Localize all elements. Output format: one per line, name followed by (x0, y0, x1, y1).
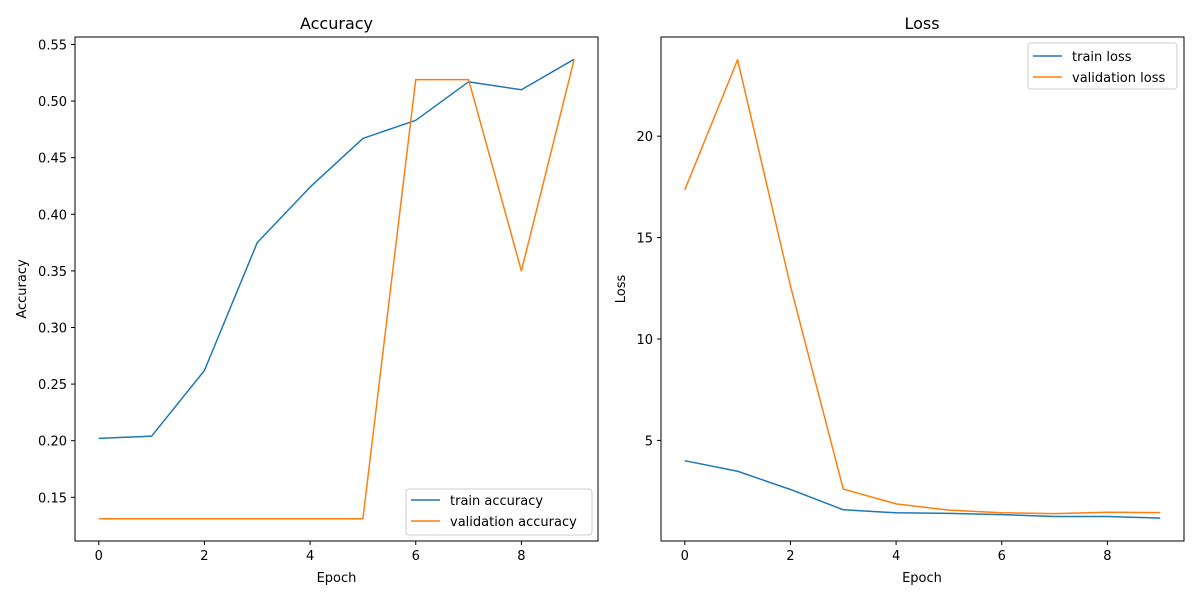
accuracy-x-tick-label-2: 2 (200, 549, 208, 564)
loss-legend-label-train: train loss (1072, 50, 1132, 65)
loss-plot-frame (660, 36, 1185, 542)
loss-chart: Loss Epoch Loss 0 2 4 6 8 5 10 15 20 train loss … (614, 14, 1185, 586)
accuracy-y-tick-label-7: 0.50 (38, 95, 67, 110)
accuracy-y-tick-label-1: 0.20 (38, 435, 67, 450)
loss-y-tick-label-2: 15 (636, 232, 653, 247)
loss-series-line-validation-loss (684, 58, 1161, 515)
loss-x-tick-label-4: 4 (892, 549, 900, 564)
accuracy-y-tick-label-5: 0.40 (38, 208, 67, 223)
loss-x-tick-label-0: 0 (681, 549, 689, 564)
accuracy-plot-frame (74, 36, 599, 542)
loss-y-axis-label: Loss (614, 275, 629, 304)
accuracy-y-tick-label-2: 0.25 (38, 378, 67, 393)
accuracy-legend-label-validation: validation accuracy (450, 515, 577, 530)
loss-y-tick-label-1: 10 (636, 333, 653, 348)
accuracy-legend: train accuracy validation accuracy (405, 488, 593, 536)
loss-legend-box (1027, 42, 1178, 90)
loss-y-tick-label-3: 20 (636, 130, 653, 145)
loss-x-axis-label: Epoch (902, 571, 942, 586)
loss-series-line-train-loss (684, 459, 1161, 519)
accuracy-y-tick-label-8: 0.55 (38, 38, 67, 53)
accuracy-legend-label-train: train accuracy (450, 494, 543, 509)
loss-legend-label-validation: validation loss (1072, 71, 1165, 86)
loss-y-tick-label-0: 5 (645, 434, 653, 449)
accuracy-series-line-train-accuracy (98, 58, 575, 440)
accuracy-legend-box (405, 488, 593, 536)
loss-x-tick-label-6: 6 (998, 549, 1006, 564)
accuracy-x-tick-label-4: 4 (306, 549, 314, 564)
accuracy-chart: Accuracy Epoch Accuracy 0 2 4 6 8 0.15 0.20 0.2… (15, 14, 599, 586)
accuracy-x-tick-label-8: 8 (517, 549, 525, 564)
loss-x-tick-label-2: 2 (786, 549, 794, 564)
loss-chart-title: Loss (904, 14, 939, 33)
accuracy-ticks: 0 2 4 6 8 0.15 0.20 0.25 0.30 0.35 0.40 0.45 0.50 0.5… (38, 38, 525, 564)
accuracy-x-tick-label-6: 6 (412, 549, 420, 564)
accuracy-x-axis-label: Epoch (317, 571, 357, 586)
loss-ticks: 0 2 4 6 8 5 10 15 20 (636, 130, 1111, 564)
accuracy-y-tick-label-4: 0.35 (38, 265, 67, 280)
loss-x-tick-label-8: 8 (1103, 549, 1111, 564)
accuracy-y-tick-label-3: 0.30 (38, 321, 67, 336)
accuracy-series-lines (98, 58, 575, 520)
accuracy-y-axis-label: Accuracy (15, 259, 30, 319)
accuracy-x-tick-label-0: 0 (95, 549, 103, 564)
loss-series-lines (684, 58, 1161, 519)
accuracy-y-tick-label-0: 0.15 (38, 491, 67, 506)
accuracy-chart-title: Accuracy (300, 14, 373, 33)
accuracy-series-line-validation-accuracy (98, 59, 575, 520)
loss-legend: train loss validation loss (1027, 42, 1178, 90)
accuracy-y-tick-label-6: 0.45 (38, 152, 67, 167)
